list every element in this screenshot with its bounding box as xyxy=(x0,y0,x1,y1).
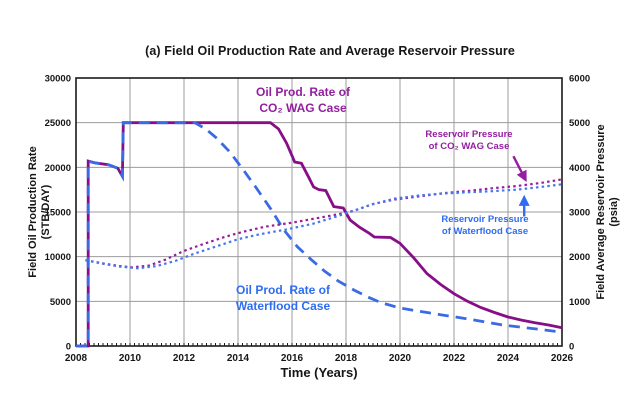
y-left-tick-label: 0 xyxy=(66,342,71,353)
annotation-arrow-co2_pressure_label xyxy=(512,155,527,182)
chart-title: (a) Field Oil Production Rate and Averag… xyxy=(145,44,515,58)
x-tick-label: 2026 xyxy=(551,353,574,364)
x-tick-label: 2016 xyxy=(281,353,304,364)
y-right-tick-label: 3000 xyxy=(569,208,590,219)
x-tick-label: 2014 xyxy=(227,353,250,364)
x-tick-label: 2024 xyxy=(497,353,520,364)
y-left-tick-label: 5000 xyxy=(50,297,71,308)
y-left-tick-label: 30000 xyxy=(45,74,71,85)
x-tick-label: 2018 xyxy=(335,353,358,364)
y-left-tick-label: 15000 xyxy=(45,208,71,219)
series-waterflood_rate xyxy=(76,121,563,348)
y-axis-right-label: Field Average Reservoir Pressure (psia) xyxy=(595,124,620,300)
plot-border xyxy=(75,77,563,347)
y-left-tick-label: 25000 xyxy=(45,118,71,129)
y-right-tick-label: 2000 xyxy=(569,252,590,263)
x-tick-label: 2010 xyxy=(119,353,142,364)
series-waterflood_pressure xyxy=(85,183,563,270)
y-right-tick-label: 0 xyxy=(569,342,574,353)
y-right-tick-label: 5000 xyxy=(569,118,590,129)
y-right-tick-label: 4000 xyxy=(569,163,590,174)
label-oil-rate-co2-wag: Oil Prod. Rate of CO₂ WAG Case xyxy=(255,85,350,115)
label-reservoir-pressure-co2-wag: Reservoir Pressure of CO₂ WAG Case xyxy=(425,129,513,152)
series-co2_wag_rate xyxy=(76,121,563,348)
y-right-tick-label: 6000 xyxy=(569,74,590,85)
y-left-tick-label: 20000 xyxy=(45,163,71,174)
label-reservoir-pressure-waterflood: Reservoir Pressure of Waterflood Case xyxy=(441,214,529,237)
x-axis-label: Time (Years) xyxy=(280,365,358,380)
y-left-tick-label: 10000 xyxy=(45,252,71,263)
x-tick-label: 2008 xyxy=(65,353,88,364)
x-tick-label: 2020 xyxy=(389,353,412,364)
x-tick-label: 2022 xyxy=(443,353,466,364)
y-right-tick-label: 1000 xyxy=(569,297,590,308)
y-axis-left-label: Field Oil Production Rate (STB/DAY) xyxy=(27,146,52,278)
label-oil-rate-waterflood: Oil Prod. Rate of Waterflood Case xyxy=(235,283,331,313)
x-tick-label: 2012 xyxy=(173,353,196,364)
